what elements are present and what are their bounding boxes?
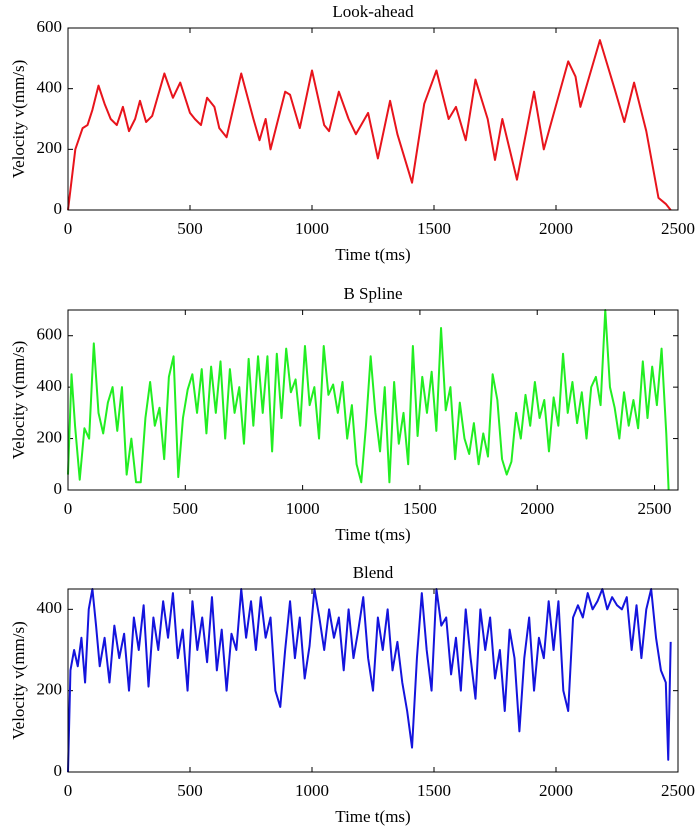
x-axis-label: Time t(ms) <box>335 245 410 264</box>
y-axis-label: Velocity v(mm/s) <box>9 60 28 179</box>
y-tick-label: 600 <box>37 17 63 36</box>
panel-title: Look-ahead <box>332 2 414 21</box>
x-tick-label: 1000 <box>286 499 320 518</box>
y-tick-label: 400 <box>37 598 63 617</box>
velocity-line <box>67 588 672 773</box>
panel: B Spline 0 500 1000 1500 2000 2500 0 200 400 600 Ti… <box>9 284 679 544</box>
velocity-line <box>67 309 670 491</box>
x-tick-label: 500 <box>177 219 203 238</box>
x-axis-label: Time t(ms) <box>335 807 410 826</box>
x-tick-label: 1500 <box>417 781 451 800</box>
y-axis-label: Velocity v(mm/s) <box>9 621 28 740</box>
y-tick-label: 0 <box>54 199 63 218</box>
x-tick-label: 0 <box>64 499 73 518</box>
y-tick-label: 400 <box>37 78 63 97</box>
y-tick-label: 0 <box>54 761 63 780</box>
y-tick-label: 400 <box>37 376 63 395</box>
x-tick-label: 1000 <box>295 219 329 238</box>
plot-frame <box>67 27 679 211</box>
x-tick-label: 0 <box>64 781 73 800</box>
velocity-line <box>67 39 672 211</box>
y-tick-label: 600 <box>37 325 63 344</box>
x-tick-label: 2000 <box>520 499 554 518</box>
x-tick-label: 2500 <box>661 781 695 800</box>
y-tick-label: 200 <box>37 680 63 699</box>
x-tick-label: 2500 <box>661 219 695 238</box>
y-tick-label: 200 <box>37 427 63 446</box>
panel: Blend 0 500 1000 1500 2000 2500 0 200 400 Time t(m… <box>9 563 695 826</box>
x-tick-label: 0 <box>64 219 73 238</box>
y-axis-label: Velocity v(mm/s) <box>9 341 28 460</box>
plot-frame <box>67 309 679 491</box>
x-tick-label: 2500 <box>638 499 672 518</box>
x-tick-label: 1500 <box>417 219 451 238</box>
x-tick-label: 2000 <box>539 219 573 238</box>
x-tick-label: 1500 <box>403 499 437 518</box>
plot-frame <box>67 588 679 773</box>
panel-title: Blend <box>353 563 394 582</box>
y-tick-label: 0 <box>54 479 63 498</box>
panel: Look-ahead 0 500 1000 1500 2000 2500 0 200 400 600… <box>9 2 695 264</box>
x-tick-label: 500 <box>173 499 199 518</box>
y-tick-label: 200 <box>37 138 63 157</box>
x-tick-label: 1000 <box>295 781 329 800</box>
x-axis-label: Time t(ms) <box>335 525 410 544</box>
panel-title: B Spline <box>343 284 402 303</box>
x-tick-label: 500 <box>177 781 203 800</box>
x-tick-label: 2000 <box>539 781 573 800</box>
